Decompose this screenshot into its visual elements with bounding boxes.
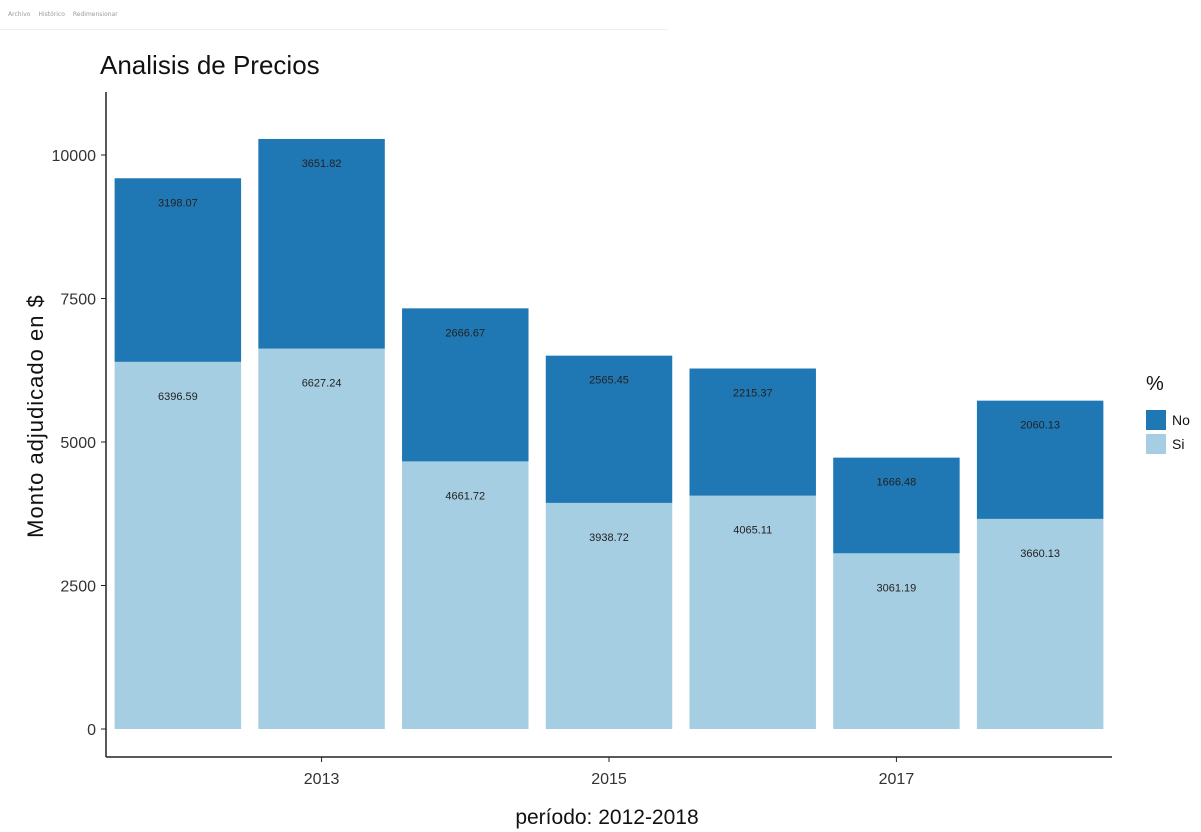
bar-si-2017 [833,553,960,729]
legend-label-si: Si [1172,436,1184,452]
bar-no-2013 [258,138,385,349]
data-label-no-2016: 2215.37 [733,388,773,400]
bar-si-2014 [402,461,529,729]
legend-title: % [1146,373,1164,395]
data-label-si-2013: 6627.24 [302,378,342,390]
legend-label-no: No [1172,412,1190,428]
bar-no-2012 [114,178,242,362]
menu-bar: Archivo Histórico Redimensionar [0,0,668,30]
data-label-no-2018: 2060.13 [1020,420,1060,432]
bar-no-2014 [402,308,529,462]
bar-no-2017 [833,457,960,554]
x-tick-label-2017: 2017 [879,771,915,788]
bar-si-2013 [258,348,385,729]
data-label-si-2018: 3660.13 [1020,548,1060,560]
bar-si-2015 [545,502,673,729]
x-tick-label-2013: 2013 [304,771,340,788]
data-label-si-2014: 4661.72 [445,490,485,502]
plot-area: 6396.59 3198.07 6627.24 3651.82 4661.72 2666.… [52,92,1112,788]
y-tick-label-5000: 5000 [60,435,96,452]
y-tick-label-10000: 10000 [52,148,97,165]
menu-item-redimensionar[interactable]: Redimensionar [72,11,118,18]
data-label-si-2012: 6396.59 [158,391,198,403]
bar-si-2018 [976,518,1104,729]
legend-swatch-no [1146,410,1166,430]
data-label-si-2017: 3061.19 [877,582,917,594]
menu-item-archivo[interactable]: Archivo [8,11,31,18]
legend-swatch-si [1146,434,1166,454]
data-label-no-2013: 3651.82 [302,158,342,170]
menu-item-historico[interactable]: Histórico [38,11,65,18]
data-label-si-2015: 3938.72 [589,532,629,544]
bar-no-2015 [545,355,673,503]
bar-no-2018 [976,400,1104,519]
data-label-no-2017: 1666.48 [877,477,917,489]
y-tick-label-2500: 2500 [60,579,96,596]
legend: % No Si [1146,373,1190,454]
data-label-no-2012: 3198.07 [158,197,198,209]
y-tick-label-7500: 7500 [60,292,96,309]
x-tick-label-2015: 2015 [591,771,627,788]
bar-si-2016 [689,495,816,729]
chart-title: Analisis de Precios [100,50,320,80]
data-label-si-2016: 4065.11 [733,525,772,537]
data-label-no-2015: 2565.45 [589,375,629,387]
bar-si-2012 [114,361,242,729]
bar-no-2016 [689,368,816,496]
y-tick-label-0: 0 [87,722,96,739]
y-axis-title: Monto adjudicado en $ [23,294,48,538]
x-axis-title: período: 2012-2018 [515,806,698,829]
data-label-no-2014: 2666.67 [445,327,485,339]
